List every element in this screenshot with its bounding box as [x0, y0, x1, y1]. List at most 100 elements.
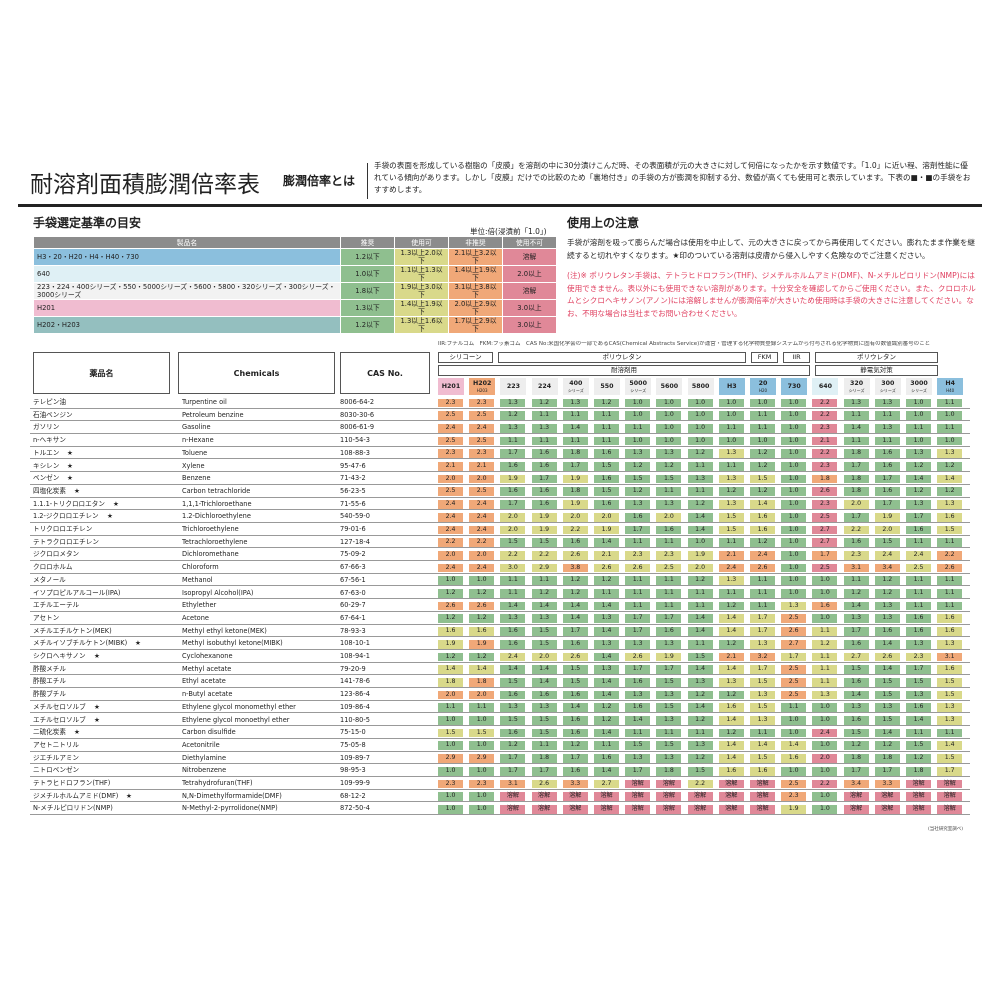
cas-number: 79-01-6: [340, 525, 366, 533]
swelling-value: 溶解: [656, 804, 682, 814]
header-rule: [18, 204, 982, 207]
page-title: 耐溶剤面積膨潤倍率表: [30, 172, 260, 198]
table-row: 1.1.1-トリクロロエタン ★ 1,1,1-Trichloroethane 7…: [30, 499, 970, 511]
cas-number: 67-56-1: [340, 575, 366, 584]
table-row: メチルエチルケトン(MEK) Methyl ethyl ketone(MEK) …: [30, 626, 970, 638]
swelling-value: 1.3: [531, 614, 557, 624]
swelling-value: 1.2: [718, 601, 744, 611]
chemical-jp: テレピン油: [33, 398, 66, 406]
swelling-value: 1.3: [874, 423, 900, 433]
chemical-en: Methyl ethyl ketone(MEK): [182, 626, 267, 635]
cas-number: 71-43-2: [340, 474, 366, 483]
guide-value: 3.0以上: [502, 316, 557, 334]
chemical-jp: 酢酸ブチル: [33, 690, 66, 699]
chemical-en: Dichloromethane: [182, 550, 239, 559]
swelling-value: 溶解: [500, 792, 526, 801]
chemical-jp: ジクロロメタン: [33, 550, 80, 559]
swelling-value: 1.8: [874, 754, 900, 763]
swelling-value: 1.1: [812, 677, 838, 687]
cas-number: 109-89-7: [340, 753, 370, 762]
swelling-value: 1.1: [718, 423, 744, 433]
swelling-value: 1.1: [687, 639, 713, 649]
table-row: ジメチルホルムアミド(DMF) ★ N,N-Dimethylformamide(…: [30, 791, 970, 803]
group-polyurethane: ポリウレタン: [498, 352, 746, 363]
swelling-value: 2.6: [562, 652, 588, 662]
swelling-value: 1.1: [874, 411, 900, 420]
swelling-value: 1.0: [469, 741, 495, 751]
chemical-en: Cyclohexanone: [182, 652, 233, 660]
swelling-value: 1.4: [937, 741, 963, 751]
swelling-value: 1.5: [531, 639, 557, 649]
chemical-en: Benzene: [182, 474, 211, 483]
chemical-en: Ethylene glycol monomethyl ether: [182, 702, 296, 711]
group-iir: IIR: [783, 352, 810, 363]
swelling-value: 1.3: [656, 716, 682, 725]
swelling-value: 1.0: [438, 804, 463, 814]
swelling-value: 2.4: [438, 525, 463, 535]
swelling-value: 1.3: [625, 500, 651, 509]
swelling-value: 2.2: [562, 525, 588, 535]
swelling-value: 1.4: [874, 665, 900, 674]
swelling-value: 2.1: [469, 462, 495, 471]
swelling-value: 1.2: [906, 754, 931, 763]
swelling-value: 3.4: [843, 779, 869, 789]
danger-star: ★: [94, 702, 100, 711]
swelling-value: 1.3: [718, 677, 744, 687]
swelling-value: 1.0: [781, 398, 807, 408]
swelling-value: 溶解: [500, 804, 526, 814]
swelling-value: 2.3: [843, 550, 869, 560]
swelling-value: 溶解: [843, 804, 869, 814]
swelling-value: 1.9: [687, 550, 713, 560]
swelling-value: 1.7: [750, 614, 775, 624]
swelling-value: 溶解: [531, 804, 557, 814]
subtitle: 膨潤倍率とは: [283, 174, 356, 188]
swelling-value: 1.3: [937, 449, 963, 459]
swelling-value: 2.4: [469, 512, 495, 522]
chemical-en: Methanol: [182, 575, 213, 584]
swelling-value: 1.2: [687, 576, 713, 586]
swelling-value: 3.1: [937, 652, 963, 662]
swelling-value: 3.3: [874, 779, 900, 789]
swelling-value: 1.8: [438, 677, 463, 687]
swelling-value: 1.1: [718, 589, 744, 598]
swelling-value: 1.1: [687, 728, 713, 738]
swelling-value: 1.2: [687, 449, 713, 459]
swelling-value: 1.7: [812, 550, 838, 560]
swelling-value: 1.6: [562, 716, 588, 725]
chemical-en: Diethylamine: [182, 753, 226, 762]
description: 手袋の表面を形成している樹脂の「皮膜」を溶剤の中に30分漬けこんだ時、その表面積…: [374, 161, 971, 194]
chemical-en: Ethyl acetate: [182, 677, 226, 686]
chemical-jp: n-ヘキサン: [33, 436, 66, 445]
swelling-value: 1.8: [562, 449, 588, 459]
swelling-value: 1.0: [781, 512, 807, 522]
swelling-value: 1.3: [656, 639, 682, 649]
swelling-value: 1.3: [781, 601, 807, 611]
swelling-value: 1.0: [781, 576, 807, 586]
table-row: エチルセロソルブ ★ Ethylene glycol monoethyl eth…: [30, 715, 970, 727]
swelling-value: 1.7: [937, 766, 963, 776]
swelling-value: 1.7: [843, 462, 869, 471]
swelling-value: 1.7: [531, 766, 557, 776]
danger-star: ★: [74, 486, 80, 495]
guide-header: 製品名: [33, 236, 341, 249]
swelling-value: 1.1: [750, 423, 775, 433]
guide-row: H3・20・H20・H4・H40・730 1.2以下 1.3以上2.0以下 2.1以上…: [33, 248, 557, 266]
swelling-value: 1.2: [750, 462, 775, 471]
swelling-value: 2.3: [469, 449, 495, 459]
swelling-value: 1.1: [937, 601, 963, 611]
swelling-value: 1.6: [750, 766, 775, 776]
swelling-value: 1.1: [625, 423, 651, 433]
swelling-value: 1.5: [656, 474, 682, 484]
swelling-value: 溶解: [718, 804, 744, 814]
danger-star: ★: [67, 474, 73, 483]
swelling-value: 1.7: [500, 754, 526, 763]
swelling-value: 1.6: [843, 639, 869, 649]
swelling-value: 2.0: [500, 525, 526, 535]
swelling-value: 2.5: [781, 677, 807, 687]
swelling-value: 2.2: [469, 538, 495, 547]
swelling-value: 1.6: [906, 627, 931, 636]
swelling-value: 1.1: [937, 728, 963, 738]
guide-value: 1.1以上1.3以下: [394, 265, 449, 283]
swelling-value: 1.6: [500, 487, 526, 497]
table-row: クロロホルム Chloroform 67-66-3 2.4 2.4 3.0 2.9 3.8…: [30, 562, 970, 574]
